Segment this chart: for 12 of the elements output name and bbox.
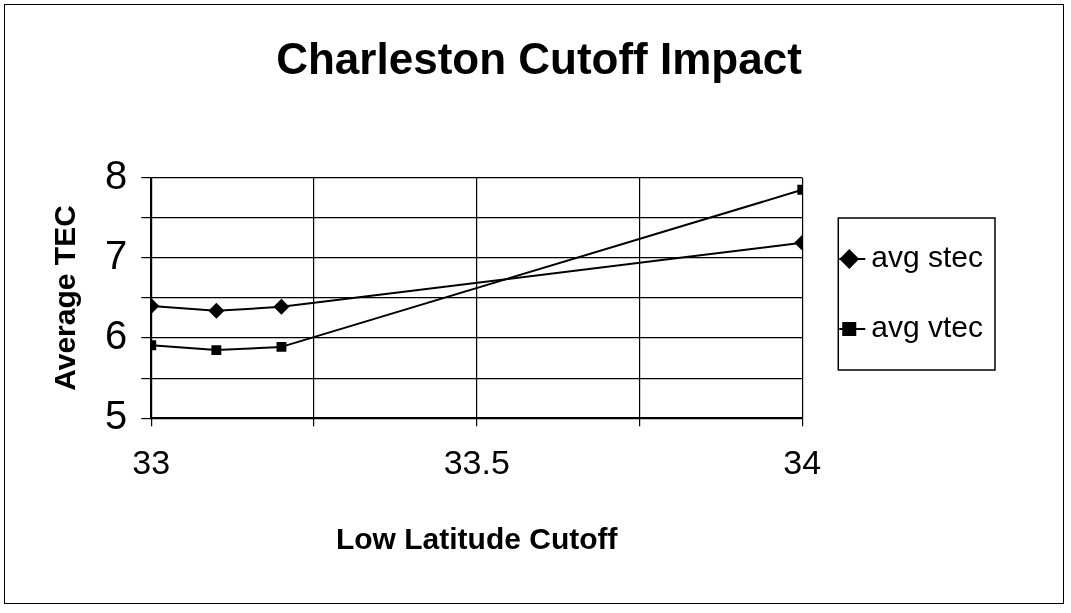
y-tick-label: 5 (105, 393, 128, 438)
y-tick-label: 7 (105, 232, 128, 277)
y-tick-label: 8 (105, 152, 128, 197)
y-tick-label: 6 (105, 313, 128, 358)
legend-label: avg vtec (871, 310, 984, 344)
x-tick-label: 33.5 (443, 442, 510, 481)
chart-title: Charleston Cutoff Impact (276, 33, 803, 83)
y-axis-title: Average TEC (48, 205, 82, 391)
x-tick-label: 33 (132, 442, 171, 481)
x-tick-label: 34 (783, 442, 822, 481)
legend-label: avg stec (871, 240, 984, 274)
x-axis-title: Low Latitude Cutoff (335, 522, 619, 556)
